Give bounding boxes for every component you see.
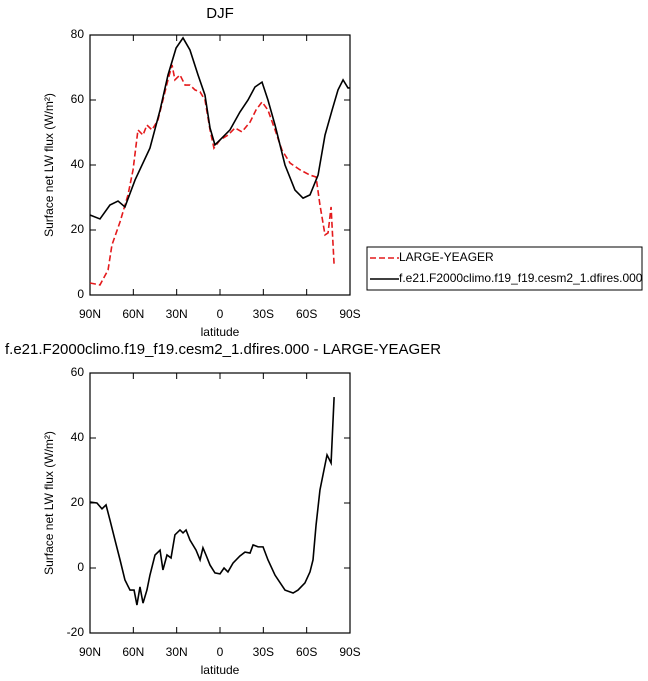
legend-label: f.e21.F2000climo.f19_f19.cesm2_1.dfires.… xyxy=(399,271,643,285)
chart-title: f.e21.F2000climo.f19_f19.cesm2_1.dfires.… xyxy=(5,341,441,358)
y-tick-label: 40 xyxy=(71,157,85,171)
plot-frame xyxy=(89,34,351,296)
data-line xyxy=(89,64,335,286)
x-tick-label: 0 xyxy=(217,307,224,321)
data-line xyxy=(89,36,350,220)
x-tick-label: 60N xyxy=(122,307,144,321)
legend-box xyxy=(366,246,643,291)
legend-label: LARGE-YEAGER xyxy=(399,250,494,264)
y-tick-label: -20 xyxy=(67,625,85,639)
x-tick-label: 0 xyxy=(217,645,224,659)
x-tick-label: 30S xyxy=(253,307,274,321)
y-tick-label: 20 xyxy=(71,222,85,236)
x-tick-label: 60N xyxy=(122,645,144,659)
y-tick-label: 80 xyxy=(71,27,85,41)
x-tick-label: 60S xyxy=(296,645,317,659)
x-axis-title: latitude xyxy=(201,663,240,677)
x-axis-title: latitude xyxy=(201,325,240,339)
y-axis-title: Surface net LW flux (W/m²) xyxy=(42,431,56,575)
y-tick-label: 40 xyxy=(71,430,85,444)
x-tick-label: 60S xyxy=(296,307,317,321)
x-tick-label: 30N xyxy=(166,645,188,659)
y-tick-label: 60 xyxy=(71,365,85,379)
plot-frame xyxy=(89,372,351,634)
y-axis-title: Surface net LW flux (W/m²) xyxy=(42,93,56,237)
x-tick-label: 30S xyxy=(253,645,274,659)
x-tick-label: 30N xyxy=(166,307,188,321)
x-tick-label: 90S xyxy=(339,645,360,659)
data-line xyxy=(89,397,335,606)
chart-title: DJF xyxy=(206,5,234,22)
x-tick-label: 90S xyxy=(339,307,360,321)
y-tick-label: 0 xyxy=(77,287,84,301)
y-tick-label: 0 xyxy=(77,560,84,574)
x-tick-label: 90N xyxy=(79,645,101,659)
y-tick-label: 60 xyxy=(71,92,85,106)
y-tick-label: 20 xyxy=(71,495,85,509)
x-tick-label: 90N xyxy=(79,307,101,321)
